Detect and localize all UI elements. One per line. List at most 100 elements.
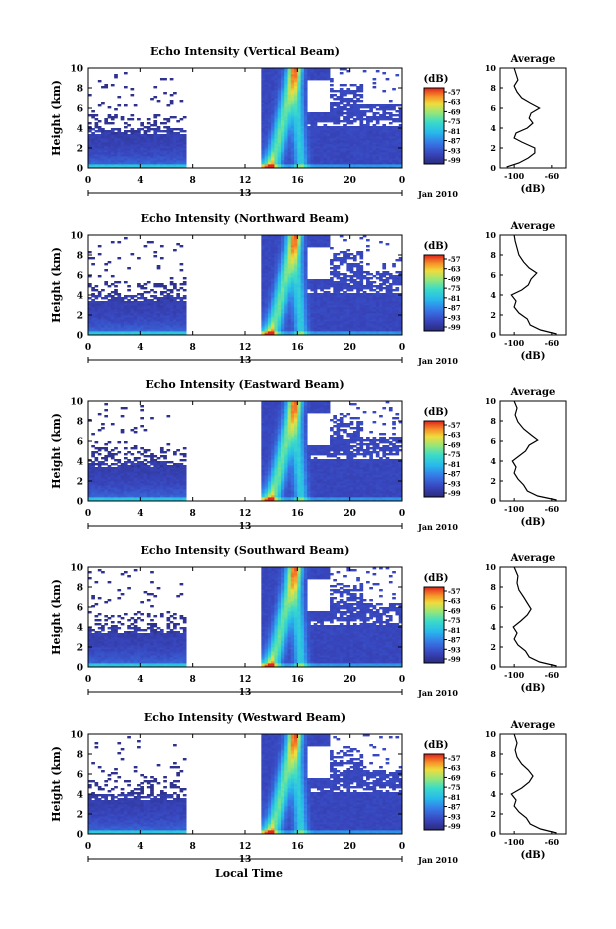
heatmap-cell	[313, 235, 318, 238]
heatmap-cell	[333, 315, 337, 318]
heatmap-cell	[166, 166, 171, 169]
heatmap-cell	[123, 321, 128, 324]
heatmap-cell	[97, 146, 102, 149]
heatmap-cell	[104, 311, 109, 314]
heatmap-cell	[261, 315, 266, 318]
heatmap-cell	[343, 277, 347, 280]
heatmap-cell	[307, 130, 311, 133]
heatmap-cell	[310, 241, 315, 244]
heatmap-cell	[156, 130, 161, 133]
heatmap-cell	[343, 295, 347, 298]
heatmap-cell	[182, 138, 187, 141]
heatmap-cell	[261, 74, 266, 77]
heatmap-cell	[385, 277, 390, 280]
heatmap-cell	[267, 301, 272, 304]
heatmap-cell	[264, 134, 269, 137]
heatmap-cell	[359, 136, 364, 139]
heatmap-cell	[169, 283, 174, 286]
heatmap-cell	[356, 283, 360, 286]
heatmap-cell	[356, 305, 360, 308]
heatmap-cell	[123, 237, 128, 240]
heatmap-cell	[274, 96, 279, 99]
heatmap-cell	[366, 245, 370, 248]
heatmap-cell	[395, 331, 400, 334]
heatmap-cell	[274, 327, 279, 330]
heatmap-cell	[294, 301, 298, 304]
heatmap-cell	[284, 82, 288, 85]
heatmap-cell	[159, 293, 164, 296]
heatmap-cell	[169, 102, 174, 105]
heatmap-cell	[392, 148, 396, 151]
heatmap-cell	[91, 293, 95, 296]
heatmap-cell	[261, 92, 266, 95]
heatmap-cell	[169, 162, 174, 165]
heatmap-cell	[274, 245, 279, 248]
heatmap-cell	[392, 150, 396, 153]
heatmap-cell	[375, 156, 380, 159]
heatmap-cell	[176, 303, 180, 306]
heatmap-cell	[356, 301, 360, 304]
heatmap-cell	[88, 329, 92, 332]
heatmap-cell	[284, 283, 288, 286]
heatmap-cell	[277, 132, 282, 135]
heatmap-cell	[313, 245, 318, 248]
heatmap-cell	[326, 241, 331, 244]
heatmap-cell	[94, 154, 99, 157]
heatmap-cell	[300, 82, 305, 85]
heatmap-cell	[388, 160, 393, 163]
heatmap-cell	[323, 150, 328, 153]
heatmap-cell	[310, 144, 315, 147]
heatmap-cell	[362, 150, 367, 153]
heatmap-cell	[280, 82, 285, 85]
heatmap-cell	[156, 309, 161, 312]
heatmap-cell	[261, 90, 266, 93]
heatmap-cell	[346, 293, 351, 296]
heatmap-cell	[346, 263, 351, 266]
heatmap-cell	[274, 134, 279, 137]
heatmap-cell	[271, 327, 275, 330]
heatmap-cell	[182, 148, 187, 151]
heatmap-cell	[310, 118, 315, 121]
colorbar-band	[424, 268, 444, 271]
colorbar-band	[424, 156, 444, 159]
heatmap-cell	[107, 116, 112, 119]
heatmap-cell	[346, 132, 351, 135]
heatmap-cell	[127, 319, 131, 322]
heatmap-cell	[107, 156, 112, 159]
heatmap-cell	[294, 243, 298, 246]
heatmap-cell	[300, 247, 305, 250]
heatmap-cell	[398, 132, 403, 135]
heatmap-cell	[146, 158, 151, 161]
heatmap-cell	[388, 134, 393, 137]
heatmap-cell	[297, 295, 301, 298]
heatmap-cell	[346, 156, 351, 159]
heatmap-cell	[359, 122, 364, 125]
heatmap-cell	[159, 297, 164, 300]
heatmap-cell	[133, 148, 138, 151]
heatmap-cell	[94, 126, 99, 129]
heatmap-cell	[284, 70, 288, 73]
heatmap-cell	[130, 164, 135, 167]
heatmap-cell	[330, 164, 334, 167]
heatmap-cell	[88, 158, 92, 161]
heatmap-cell	[130, 154, 135, 157]
heatmap-cell	[153, 160, 158, 163]
heatmap-cell	[359, 281, 364, 284]
heatmap-cell	[382, 325, 387, 328]
heatmap-cell	[323, 319, 328, 322]
heatmap-cell	[392, 281, 396, 284]
heatmap-cell	[176, 134, 180, 137]
heatmap-cell	[117, 130, 122, 133]
heatmap-cell	[316, 237, 321, 240]
heatmap-cell	[267, 158, 272, 161]
heatmap-cell	[182, 144, 187, 147]
heatmap-cell	[297, 126, 301, 129]
heatmap-cell	[316, 74, 321, 77]
heatmap-cell	[153, 331, 158, 334]
heatmap-cell	[326, 315, 331, 318]
heatmap-cell	[267, 136, 272, 139]
heatmap-cell	[379, 142, 383, 145]
heatmap-cell	[261, 295, 266, 298]
heatmap-cell	[127, 299, 131, 302]
heatmap-cell	[326, 136, 331, 139]
